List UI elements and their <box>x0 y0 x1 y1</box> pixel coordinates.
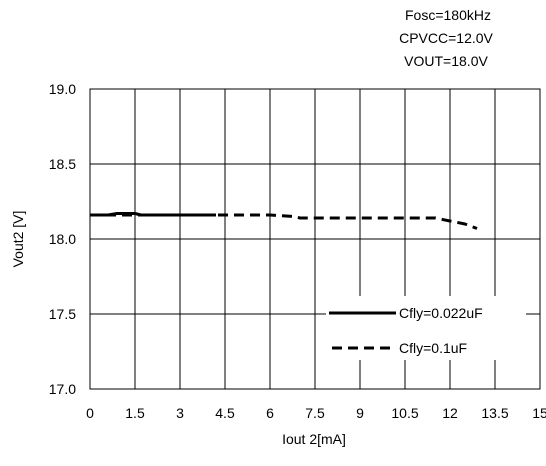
x-tick-label: 0 <box>86 405 94 421</box>
x-tick-label: 9 <box>356 405 364 421</box>
test-conditions: Fosc=180kHz CPVCC=12.0V VOUT=18.0V <box>399 7 493 69</box>
x-tick-label: 10.5 <box>391 405 418 421</box>
y-axis-label: Vout2 [V] <box>10 211 26 268</box>
x-axis-label: Iout 2[mA] <box>282 431 346 447</box>
series-group <box>90 212 478 230</box>
y-tick-label: 17.5 <box>49 306 76 322</box>
x-tick-label: 13.5 <box>481 405 508 421</box>
legend-label-cfly-0022uf: Cfly=0.022uF <box>399 305 483 321</box>
y-tick-label: 17.0 <box>49 381 76 397</box>
y-tick-label: 18.5 <box>49 156 76 172</box>
series-line-cfly-0-1uf <box>90 213 478 230</box>
condition-fosc: Fosc=180kHz <box>405 7 491 23</box>
y-tick-label: 18.0 <box>49 231 76 247</box>
x-tick-label: 1.5 <box>125 405 145 421</box>
plot-area <box>89 88 541 390</box>
y-tick-label: 19.0 <box>49 81 76 97</box>
x-tick-labels: 0 1.5 3 4.5 6 7.5 9 10.5 12 13.5 15 <box>86 405 546 421</box>
x-tick-label: 12 <box>442 405 458 421</box>
x-tick-label: 15 <box>532 405 546 421</box>
condition-cpvcc: CPVCC=12.0V <box>399 30 493 46</box>
legend: Cfly=0.022uF Cfly=0.1uF <box>326 296 526 360</box>
x-tick-label: 3 <box>176 405 184 421</box>
x-tick-label: 7.5 <box>305 405 325 421</box>
x-tick-label: 4.5 <box>215 405 235 421</box>
y-tick-labels: 17.0 17.5 18.0 18.5 19.0 <box>49 81 76 397</box>
legend-label-cfly-01uf: Cfly=0.1uF <box>399 340 467 356</box>
legend-box <box>326 296 526 360</box>
x-tick-label: 6 <box>266 405 274 421</box>
condition-vout: VOUT=18.0V <box>404 53 488 69</box>
